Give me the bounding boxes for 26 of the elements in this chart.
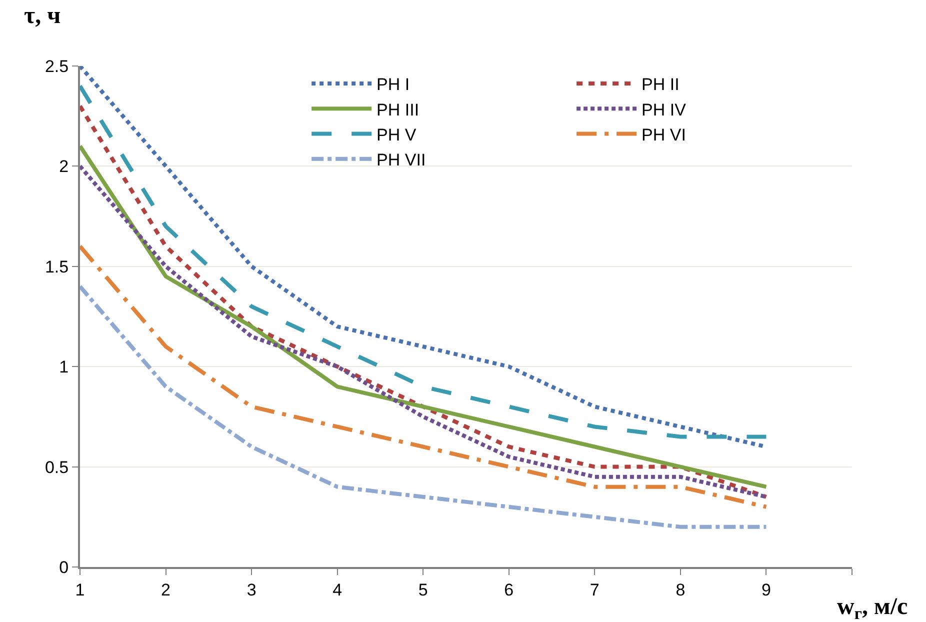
legend-label: PH III bbox=[376, 100, 420, 120]
x-tick-label: 2 bbox=[161, 580, 171, 600]
x-tick-label: 5 bbox=[418, 580, 428, 600]
line-series bbox=[80, 284, 768, 529]
x-tick-label: 6 bbox=[504, 580, 514, 600]
legend-label: PH II bbox=[642, 75, 680, 94]
y-tick-label: 0 bbox=[59, 558, 69, 577]
x-tick-label: 3 bbox=[246, 580, 256, 600]
x-tick-label: 4 bbox=[332, 580, 342, 600]
y-tick-label: 1 bbox=[59, 358, 69, 377]
legend-label: PH IV bbox=[642, 100, 687, 120]
x-tick-label: 1 bbox=[75, 580, 85, 600]
x-tick-label: 8 bbox=[676, 580, 686, 600]
legend-label: PH VI bbox=[642, 125, 686, 144]
x-axis-title: w$_{г}$, м/с bbox=[837, 594, 908, 622]
legend-label: PH V bbox=[376, 125, 417, 144]
x-tick-label: 9 bbox=[761, 580, 771, 600]
legend-label: PH I bbox=[376, 75, 410, 94]
y-axis-title: τ, ч bbox=[24, 3, 61, 29]
y-tick-label: 1.5 bbox=[44, 257, 69, 276]
line-series bbox=[80, 244, 768, 509]
y-tick-label: 2 bbox=[59, 157, 69, 176]
legend-label: PH VII bbox=[376, 150, 426, 170]
x-tick-label: 7 bbox=[590, 580, 600, 600]
y-tick-label: 2.5 bbox=[44, 56, 69, 76]
y-tick-label: 0.5 bbox=[44, 458, 69, 477]
